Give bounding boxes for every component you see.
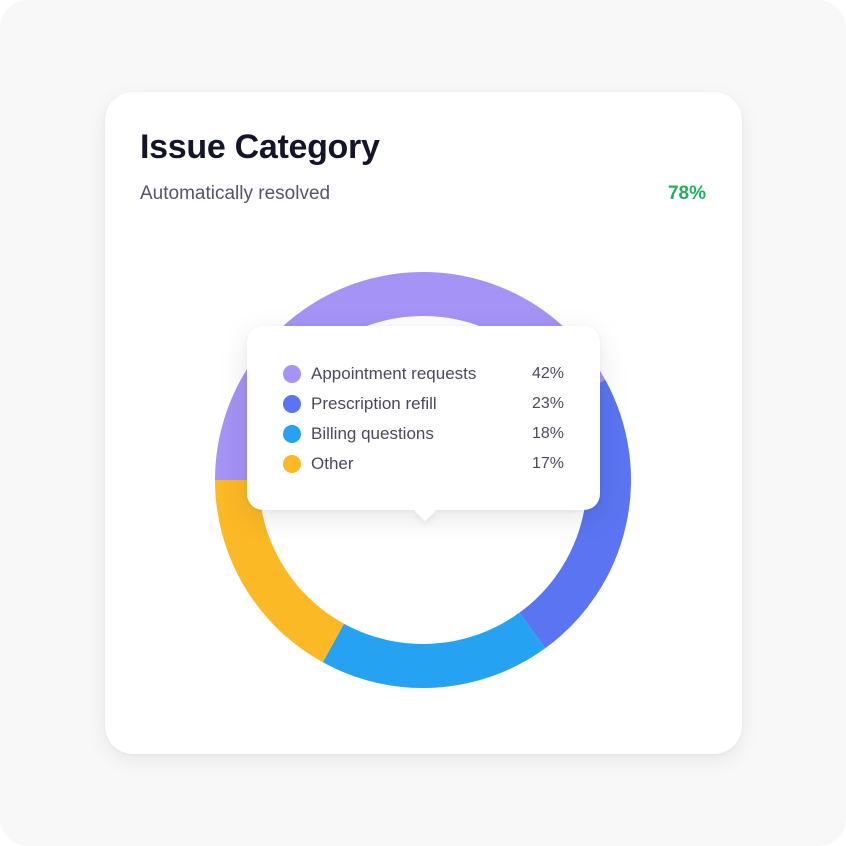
donut-slice-prescription-refill[interactable] (519, 379, 631, 649)
legend-dot-icon (283, 455, 301, 473)
legend-label: Billing questions (311, 424, 434, 443)
legend-label: Prescription refill (311, 394, 437, 413)
legend-label: Appointment requests (311, 364, 477, 383)
legend-item: Billing questions 18% (283, 419, 564, 449)
legend-dot-icon (283, 395, 301, 413)
chart-tooltip: Appointment requests 42% Prescription refi… (247, 326, 600, 522)
legend-item: Prescription refill 23% (283, 389, 564, 419)
legend-value: 42% (531, 365, 564, 382)
legend-value: 17% (531, 455, 564, 472)
card-title: Issue Category (140, 128, 380, 166)
donut-slice-other[interactable] (215, 479, 345, 663)
legend-value: 18% (531, 425, 564, 442)
legend-dot-icon (283, 425, 301, 443)
tooltip-legend: Appointment requests 42% Prescription refi… (283, 359, 564, 479)
card-subtitle: Automatically resolved (140, 183, 331, 204)
legend-dot-icon (283, 365, 301, 383)
legend-item: Appointment requests 42% (283, 359, 564, 389)
resolved-percent: 78% (667, 183, 706, 204)
issue-category-card: Issue Category Automatically resolved 78… (105, 92, 742, 754)
legend-item: Other 17% (283, 449, 564, 479)
legend-value: 23% (531, 395, 564, 412)
legend-label: Other (311, 454, 354, 473)
donut-slice-billing-questions[interactable] (322, 612, 546, 688)
